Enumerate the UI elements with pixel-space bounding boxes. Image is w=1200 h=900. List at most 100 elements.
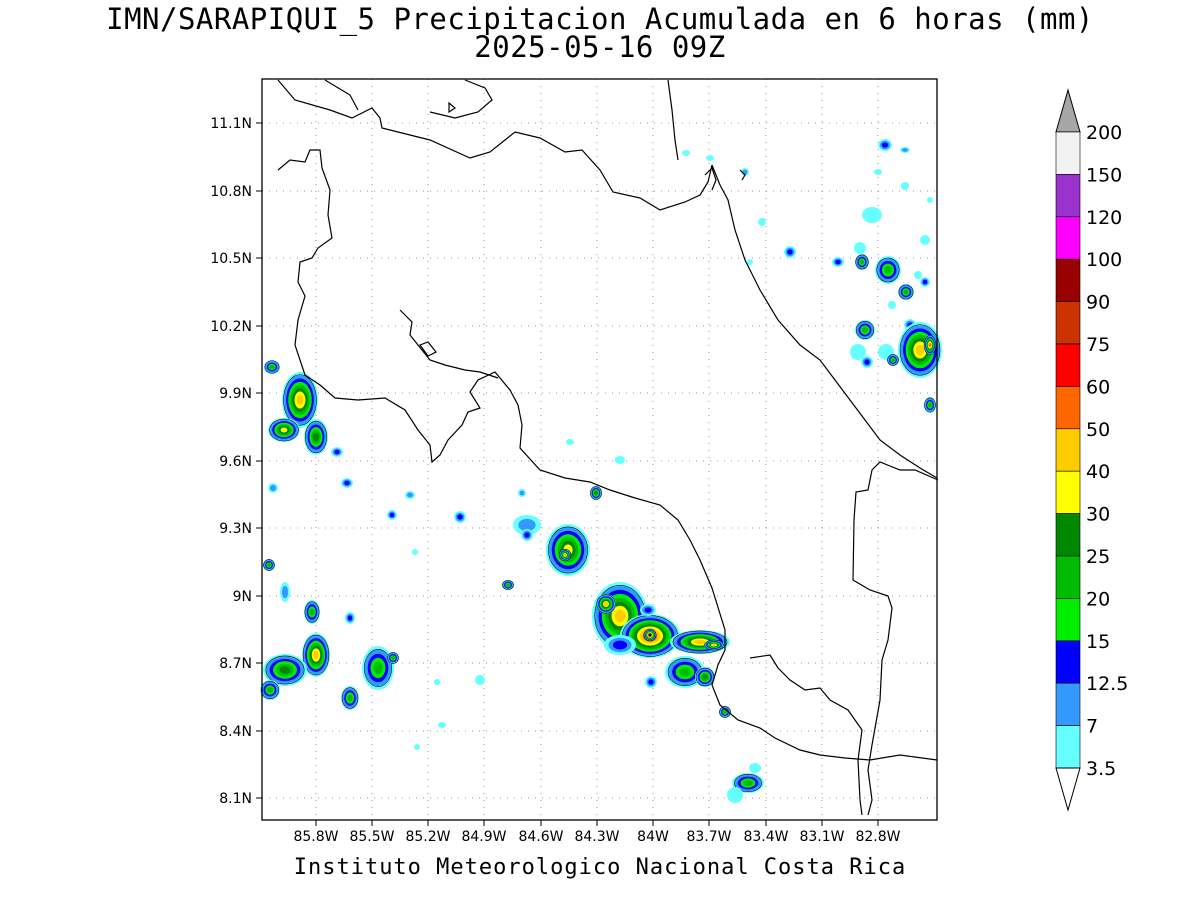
precip-cell	[267, 563, 271, 567]
precip-cell	[457, 514, 463, 520]
colorbar-label: 75	[1086, 334, 1110, 356]
longitude-axis: 85.8W 85.5W 85.2W 84.9W 84.6W 84.3W 84W 83.7W 83…	[293, 820, 901, 845]
precip-cell	[850, 344, 866, 360]
lat-tick-label: 8.1N	[219, 791, 252, 807]
precip-cell	[915, 344, 925, 356]
precip-cell	[412, 549, 418, 555]
lat-tick-label: 9.9N	[219, 386, 252, 402]
precip-contour	[364, 649, 392, 687]
precip-cell	[347, 615, 353, 621]
precip-cell	[434, 679, 440, 685]
precip-contour	[302, 634, 330, 676]
precip-cell	[594, 491, 598, 495]
precip-cell	[644, 607, 652, 613]
colorbar-label: 50	[1086, 419, 1110, 441]
lon-tick-label: 85.8W	[293, 829, 338, 845]
precip-cell	[309, 608, 315, 616]
lat-tick-label: 11.1N	[210, 116, 252, 132]
precip-cell	[313, 650, 319, 660]
precip-cell	[279, 666, 291, 674]
precip-cell	[864, 359, 870, 365]
colorbar-segment	[1055, 343, 1081, 387]
lat-tick-label: 10.2N	[210, 319, 252, 335]
precip-cell	[927, 197, 933, 203]
precip-contour	[260, 680, 280, 700]
precip-cell	[891, 358, 895, 362]
lon-tick-label: 84.9W	[461, 829, 506, 845]
precip-contour	[269, 418, 299, 442]
colorbar-legend: 200 150 120 100 90 75 60 50 40 30 25 20 15 12.5 7 3.5	[1055, 88, 1128, 812]
precip-cell	[524, 532, 530, 538]
colorbar-label: 150	[1086, 164, 1122, 186]
colorbar-label: 200	[1086, 122, 1122, 144]
colorbar-segment	[1055, 640, 1081, 684]
precip-cell	[679, 667, 691, 677]
precip-cell	[438, 722, 446, 728]
precip-contour	[304, 601, 320, 623]
precip-cell	[862, 207, 882, 223]
precip-contour	[265, 655, 305, 685]
precip-contour	[305, 420, 327, 454]
precip-cell	[566, 439, 574, 445]
precip-cell	[563, 553, 567, 557]
precip-cell	[860, 259, 864, 265]
precip-cell	[506, 583, 510, 587]
lat-tick-label: 8.4N	[219, 724, 252, 740]
precip-contour	[734, 773, 762, 793]
precip-cell	[313, 432, 319, 442]
lat-tick-label: 9.3N	[219, 521, 252, 537]
precip-contour	[704, 639, 724, 651]
precip-cell	[475, 675, 485, 685]
precip-cell	[928, 402, 932, 408]
precip-cell	[854, 242, 866, 254]
colorbar-segment	[1055, 216, 1081, 260]
precip-cell	[920, 235, 930, 245]
lon-tick-label: 85.5W	[349, 829, 394, 845]
precip-cell	[269, 484, 277, 492]
lon-tick-label: 83.1W	[799, 829, 844, 845]
lat-tick-label: 8.7N	[219, 656, 252, 672]
precip-cell	[373, 661, 383, 675]
precip-cell	[406, 492, 414, 498]
coastlines	[277, 79, 939, 816]
precip-cell	[604, 602, 608, 606]
precip-contour	[264, 360, 280, 374]
precip-contour	[341, 687, 359, 709]
precip-cell	[928, 343, 932, 347]
colorbar-label: 60	[1086, 376, 1110, 398]
precip-cell	[758, 218, 766, 226]
precip-cell	[874, 169, 882, 175]
precip-cell	[702, 674, 708, 680]
precip-cell	[835, 259, 841, 265]
precip-cell	[344, 480, 350, 486]
lon-tick-label: 85.2W	[405, 829, 450, 845]
precip-cell	[747, 259, 753, 265]
precip-cell	[280, 427, 288, 433]
precip-cell	[389, 512, 395, 518]
precip-contour	[263, 559, 275, 571]
lon-tick-label: 84W	[637, 829, 669, 845]
precip-contour	[502, 580, 514, 590]
precipitation-field	[260, 139, 942, 803]
colorbar-label: 15	[1086, 631, 1110, 653]
footer-credit: Instituto Meteorologico Nacional Costa R…	[293, 855, 907, 880]
lon-tick-label: 84.6W	[518, 829, 563, 845]
colorbar-segment	[1055, 470, 1081, 514]
precip-contour	[876, 257, 900, 283]
precip-cell	[749, 763, 761, 773]
precip-cell	[269, 365, 275, 369]
precip-cell	[281, 585, 289, 599]
precip-cell	[743, 780, 753, 786]
lon-tick-label: 83.7W	[686, 829, 731, 845]
colorbar-label: 40	[1086, 461, 1110, 483]
precip-contour	[887, 354, 899, 366]
precip-cell	[334, 449, 340, 455]
precip-cell	[884, 266, 892, 274]
colorbar-segment	[1055, 258, 1081, 302]
precip-cell	[922, 279, 928, 285]
precip-cell	[914, 271, 922, 279]
precip-contour	[548, 526, 588, 574]
precip-cell	[391, 656, 395, 660]
map-area	[262, 79, 937, 820]
